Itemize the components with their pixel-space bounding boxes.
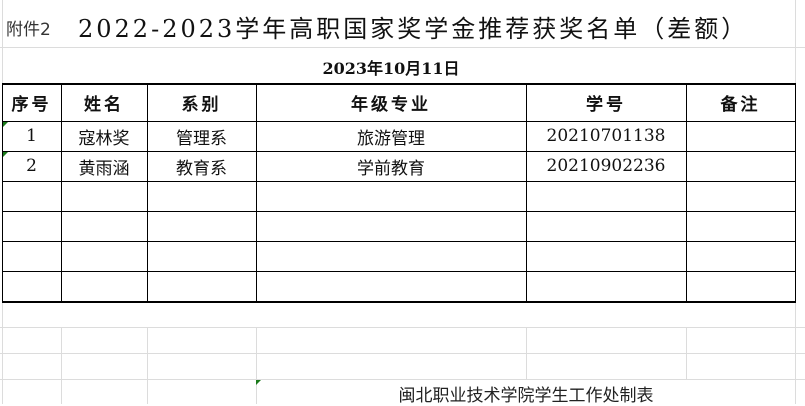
footer-note: 闽北职业技术学院学生工作处制表 bbox=[398, 385, 654, 406]
table-cell[interactable] bbox=[2, 211, 61, 241]
column-header: 备注 bbox=[720, 94, 761, 115]
table-border bbox=[2, 211, 796, 212]
table-border bbox=[147, 83, 148, 302]
table-cell[interactable] bbox=[526, 211, 686, 241]
column-header: 序号 bbox=[11, 94, 52, 115]
table-border bbox=[2, 83, 3, 302]
column-header: 学号 bbox=[586, 94, 626, 115]
table-cell[interactable] bbox=[147, 181, 256, 211]
table-border bbox=[2, 271, 796, 272]
table-cell[interactable] bbox=[61, 241, 147, 271]
column-header: 系别 bbox=[181, 94, 222, 115]
table-border bbox=[2, 83, 796, 85]
table-cell[interactable] bbox=[147, 211, 256, 241]
table-cell[interactable] bbox=[256, 241, 526, 271]
gridline bbox=[147, 327, 148, 404]
comment-marker bbox=[256, 380, 261, 385]
table-cell[interactable] bbox=[61, 211, 147, 241]
gridline bbox=[686, 327, 687, 379]
table-cell[interactable] bbox=[256, 211, 526, 241]
date-label: 2023年10月11日 bbox=[322, 59, 460, 78]
table-cell[interactable] bbox=[256, 181, 526, 211]
table-cell[interactable] bbox=[2, 181, 61, 211]
table-cell[interactable]: 2 bbox=[26, 156, 37, 176]
column-header: 年级专业 bbox=[351, 94, 431, 115]
table-cell[interactable] bbox=[2, 271, 61, 301]
table-border bbox=[2, 301, 796, 303]
table-cell[interactable] bbox=[147, 241, 256, 271]
table-cell[interactable]: 1 bbox=[26, 126, 37, 146]
table-cell[interactable]: 寇林奖 bbox=[78, 128, 130, 149]
table-border bbox=[61, 83, 62, 302]
table-cell[interactable] bbox=[61, 271, 147, 301]
page-title: 2022-2023学年高职国家奖学金推荐获奖名单（差额） bbox=[78, 14, 749, 43]
table-cell[interactable] bbox=[2, 241, 61, 271]
table-cell[interactable]: 旅游管理 bbox=[357, 128, 425, 149]
comment-marker bbox=[3, 122, 8, 127]
gridline bbox=[61, 327, 62, 404]
table-cell[interactable] bbox=[526, 271, 686, 301]
table-cell[interactable] bbox=[686, 211, 795, 241]
table-cell[interactable]: 20210902236 bbox=[546, 156, 666, 176]
table-cell[interactable] bbox=[61, 181, 147, 211]
table-cell[interactable]: 学前教育 bbox=[357, 158, 425, 179]
table-cell[interactable] bbox=[686, 121, 795, 151]
table-cell[interactable]: 教育系 bbox=[176, 158, 227, 179]
table-cell[interactable] bbox=[147, 271, 256, 301]
table-border bbox=[2, 151, 796, 152]
table-border bbox=[795, 83, 796, 302]
gridline bbox=[0, 379, 805, 380]
table-cell[interactable] bbox=[526, 241, 686, 271]
gridline bbox=[526, 327, 527, 379]
table-border bbox=[256, 83, 257, 302]
gridline bbox=[256, 327, 257, 404]
table-cell[interactable] bbox=[686, 271, 795, 301]
table-cell[interactable]: 黄雨涵 bbox=[78, 158, 130, 179]
comment-marker bbox=[3, 152, 8, 157]
table-border bbox=[526, 83, 527, 302]
table-border bbox=[2, 121, 796, 122]
gridline bbox=[0, 327, 805, 328]
attachment-label: 附件2 bbox=[6, 19, 51, 40]
column-header: 姓名 bbox=[84, 94, 124, 115]
table-border bbox=[2, 241, 796, 242]
table-cell[interactable] bbox=[686, 181, 795, 211]
table-cell[interactable] bbox=[526, 181, 686, 211]
table-cell[interactable] bbox=[686, 241, 795, 271]
table-cell[interactable] bbox=[256, 271, 526, 301]
gridline bbox=[0, 47, 805, 48]
table-cell[interactable]: 20210701138 bbox=[546, 126, 666, 146]
table-border bbox=[686, 83, 687, 302]
table-cell[interactable] bbox=[686, 151, 795, 181]
gridline bbox=[0, 353, 805, 354]
table-border bbox=[2, 181, 796, 182]
table-cell[interactable]: 管理系 bbox=[176, 128, 227, 149]
